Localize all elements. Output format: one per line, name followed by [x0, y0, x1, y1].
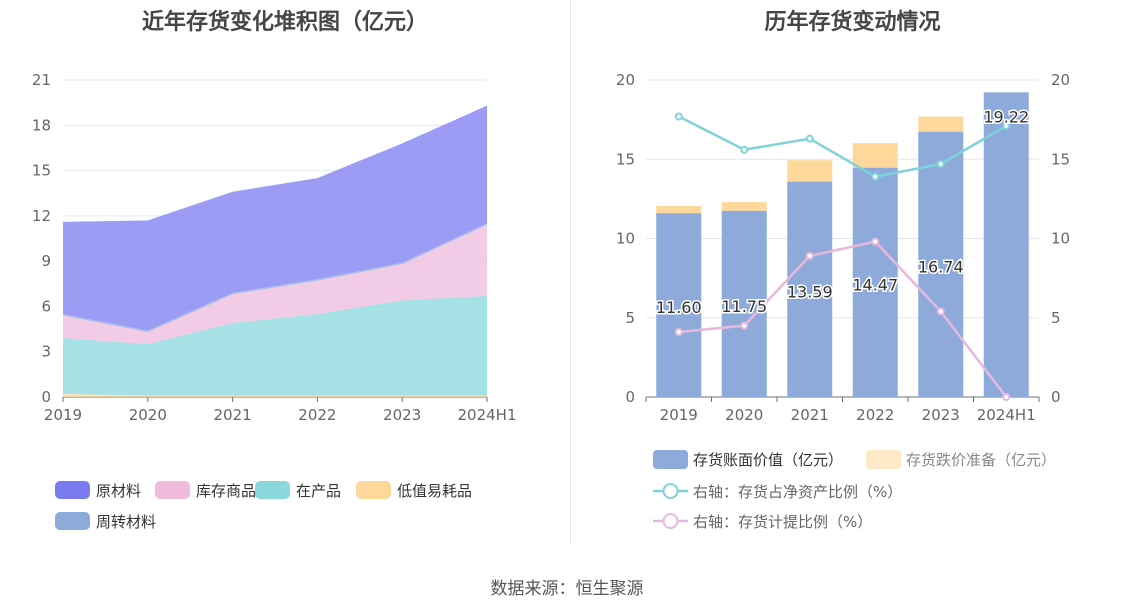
bar — [656, 206, 702, 214]
line-point — [1002, 121, 1011, 130]
x-tick-label: 2022 — [856, 406, 894, 424]
x-tick-label: 2021 — [791, 406, 829, 424]
bar — [852, 167, 898, 397]
legend-swatch — [55, 481, 90, 499]
bar — [983, 92, 1029, 397]
y-tick-label: 6 — [41, 297, 51, 315]
line-point — [871, 172, 880, 181]
legend-label: 原材料 — [96, 482, 141, 500]
y2-tick-label: 20 — [1051, 71, 1070, 89]
y-tick-label: 15 — [616, 150, 635, 168]
y2-tick-label: 15 — [1051, 150, 1070, 168]
legend-label: 库存商品 — [196, 482, 256, 500]
y-tick-label: 18 — [32, 116, 51, 134]
panel-divider — [570, 0, 571, 545]
line-point — [805, 251, 814, 260]
bar — [918, 131, 964, 397]
y2-tick-label: 5 — [1051, 309, 1061, 327]
bar-data-label: 19.22 — [983, 107, 1029, 126]
area-series — [63, 295, 487, 396]
bar — [721, 210, 767, 397]
bar-data-label: 14.47 — [852, 275, 898, 294]
y-tick-label: 0 — [625, 388, 635, 406]
line-point — [740, 321, 749, 330]
right-chart-panel: 历年存货变动情况 0 5 10 15 20 0 5 10 15 20 2019 2020 2021 202… — [571, 0, 1134, 545]
x-tick-label: 2024H1 — [977, 406, 1036, 424]
legend-label: 存货跌价准备（亿元） — [906, 451, 1056, 469]
legend-swatch — [155, 481, 190, 499]
legend-label: 存货账面价值（亿元） — [693, 451, 843, 469]
x-tick-label: 2019 — [660, 406, 698, 424]
legend-swatch — [55, 512, 90, 530]
legend-label: 周转材料 — [96, 513, 156, 531]
line-point — [674, 328, 683, 337]
left-chart-title: 近年存货变化堆积图（亿元） — [141, 10, 428, 35]
line-point — [740, 145, 749, 154]
legend-marker — [662, 513, 679, 529]
bar — [918, 116, 964, 132]
right-chart-title: 历年存货变动情况 — [764, 10, 941, 35]
data-source-note: 数据来源：恒生聚源 — [490, 579, 644, 599]
bar — [787, 181, 833, 397]
line-series — [678, 115, 1007, 179]
x-tick-label: 2024H1 — [458, 406, 517, 424]
x-tick-label: 2021 — [214, 406, 252, 424]
line-point — [936, 307, 945, 316]
x-tick-label: 2020 — [725, 406, 763, 424]
legend-swatch — [356, 481, 391, 499]
x-tick-label: 2023 — [922, 406, 960, 424]
y-tick-label: 3 — [41, 343, 51, 361]
line-point — [936, 160, 945, 169]
legend-swatch — [255, 481, 290, 499]
legend-swatch — [653, 450, 688, 469]
y-tick-label: 15 — [32, 162, 51, 180]
legend-label: 右轴：存货计提比例（%） — [693, 513, 872, 531]
legend-swatch — [866, 450, 901, 469]
area-series — [63, 224, 487, 345]
x-tick-label: 2023 — [383, 406, 421, 424]
y-tick-label: 9 — [41, 252, 51, 270]
y-tick-label: 21 — [32, 71, 51, 89]
area-series — [63, 105, 487, 331]
bar-data-label: 11.60 — [656, 298, 702, 317]
legend-label: 低值易耗品 — [397, 482, 472, 500]
line-point — [805, 134, 814, 143]
y-tick-label: 10 — [616, 230, 635, 248]
stacked-area-chart: 0 3 6 9 12 15 18 21 2019 2020 2021 2022 2023 2024H1 原材… — [32, 71, 517, 531]
line-point — [871, 237, 880, 246]
y-tick-label: 20 — [616, 71, 635, 89]
bar — [787, 160, 833, 182]
y-tick-label: 12 — [32, 207, 51, 225]
y2-tick-label: 10 — [1051, 230, 1070, 248]
legend-label: 右轴：存货占净资产比例（%） — [693, 483, 902, 501]
legend-label: 在产品 — [296, 482, 341, 500]
y2-tick-label: 0 — [1051, 388, 1061, 406]
bar-data-label: 16.74 — [918, 257, 964, 276]
line-point — [1002, 393, 1011, 401]
bar-data-label: 13.59 — [787, 282, 833, 301]
y-tick-label: 0 — [41, 388, 51, 406]
line-point — [674, 112, 683, 121]
bar — [656, 213, 702, 397]
x-tick-label: 2020 — [129, 406, 167, 424]
left-chart-panel: 近年存货变化堆积图（亿元） 0 3 6 9 12 15 18 21 2019 2020 2021 20… — [0, 0, 570, 545]
x-tick-label: 2019 — [44, 406, 82, 424]
bar — [852, 143, 898, 168]
bar — [721, 202, 767, 211]
y-tick-label: 5 — [625, 309, 635, 327]
legend-marker — [662, 483, 679, 499]
x-tick-label: 2022 — [298, 406, 336, 424]
line-series — [678, 240, 1008, 398]
bar-data-label: 11.75 — [721, 297, 767, 316]
bar-line-combo-chart: 0 5 10 15 20 0 5 10 15 20 2019 2020 2021 2022 2023 2024… — [616, 71, 1070, 531]
